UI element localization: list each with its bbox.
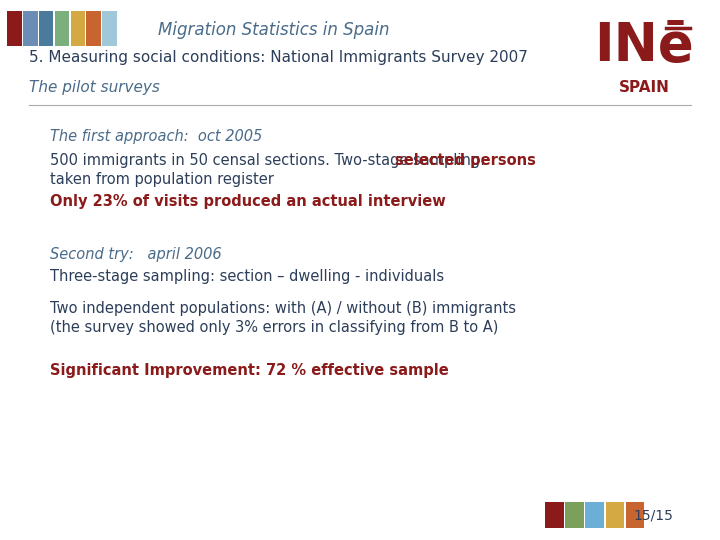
Text: (the survey showed only 3% errors in classifying from B to A): (the survey showed only 3% errors in cla…	[50, 320, 499, 335]
Text: Only 23% of visits produced an actual interview: Only 23% of visits produced an actual in…	[50, 194, 446, 209]
Text: The first approach:  oct 2005: The first approach: oct 2005	[50, 129, 263, 144]
Text: SPAIN: SPAIN	[619, 80, 670, 95]
Text: INē: INē	[595, 20, 694, 72]
Text: 5. Measuring social conditions: National Immigrants Survey 2007: 5. Measuring social conditions: National…	[29, 50, 528, 65]
Text: 500 immigrants in 50 censal sections. Two-stage sampling:: 500 immigrants in 50 censal sections. Tw…	[50, 153, 490, 168]
Text: taken from population register: taken from population register	[50, 172, 274, 187]
Text: 15/15: 15/15	[634, 508, 674, 522]
Text: Significant Improvement: 72 % effective sample: Significant Improvement: 72 % effective …	[50, 363, 449, 379]
Text: Migration Statistics in Spain: Migration Statistics in Spain	[158, 21, 390, 39]
Text: The pilot surveys: The pilot surveys	[29, 80, 160, 95]
Text: Two independent populations: with (A) / without (B) immigrants: Two independent populations: with (A) / …	[50, 301, 516, 316]
Text: Second try:   april 2006: Second try: april 2006	[50, 247, 222, 262]
Text: selected persons: selected persons	[395, 153, 536, 168]
Text: Three-stage sampling: section – dwelling - individuals: Three-stage sampling: section – dwelling…	[50, 269, 444, 284]
